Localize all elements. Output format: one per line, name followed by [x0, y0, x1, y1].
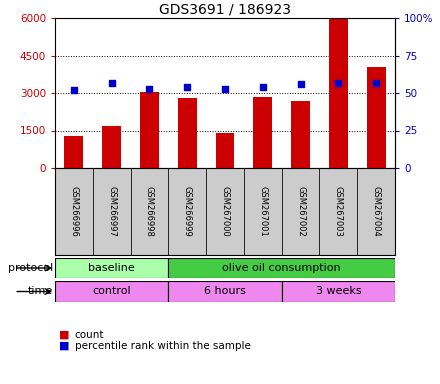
Text: olive oil consumption: olive oil consumption [222, 263, 341, 273]
Text: GSM267004: GSM267004 [372, 186, 381, 237]
Point [335, 79, 342, 86]
Bar [102, 126, 121, 168]
Text: 6 hours: 6 hours [204, 286, 246, 296]
Point [108, 79, 115, 86]
Bar [169, 258, 395, 278]
Point [373, 79, 380, 86]
Text: count: count [75, 329, 104, 339]
Bar [140, 92, 159, 168]
Text: percentile rank within the sample: percentile rank within the sample [75, 341, 251, 351]
Bar [367, 67, 385, 168]
Bar [55, 168, 93, 255]
Bar [55, 258, 169, 278]
Text: GSM266999: GSM266999 [183, 186, 192, 237]
Text: GSM267001: GSM267001 [258, 186, 267, 237]
Bar [93, 168, 131, 255]
Bar [357, 168, 395, 255]
Text: ■: ■ [59, 329, 70, 339]
Title: GDS3691 / 186923: GDS3691 / 186923 [159, 3, 291, 17]
Text: control: control [92, 286, 131, 296]
Text: time: time [28, 286, 53, 296]
Bar [291, 101, 310, 168]
Text: GSM267000: GSM267000 [220, 186, 230, 237]
Bar [169, 168, 206, 255]
Point [184, 84, 191, 90]
Bar [178, 98, 197, 168]
Bar [282, 168, 319, 255]
Point [259, 84, 266, 90]
Text: GSM267003: GSM267003 [334, 186, 343, 237]
Bar [319, 168, 357, 255]
Bar [55, 281, 169, 302]
Bar [169, 281, 282, 302]
Bar [216, 133, 235, 168]
Point [146, 85, 153, 91]
Bar [282, 281, 395, 302]
Text: 3 weeks: 3 weeks [315, 286, 361, 296]
Text: GSM266998: GSM266998 [145, 186, 154, 237]
Bar [253, 97, 272, 168]
Bar [64, 136, 83, 168]
Text: GSM267002: GSM267002 [296, 186, 305, 237]
Bar [244, 168, 282, 255]
Bar [206, 168, 244, 255]
Text: ■: ■ [59, 341, 70, 351]
Text: baseline: baseline [88, 263, 135, 273]
Point [221, 85, 228, 91]
Bar [131, 168, 169, 255]
Point [70, 87, 77, 93]
Text: protocol: protocol [7, 263, 53, 273]
Text: GSM266997: GSM266997 [107, 186, 116, 237]
Bar [329, 19, 348, 168]
Text: GSM266996: GSM266996 [70, 186, 78, 237]
Point [297, 81, 304, 87]
